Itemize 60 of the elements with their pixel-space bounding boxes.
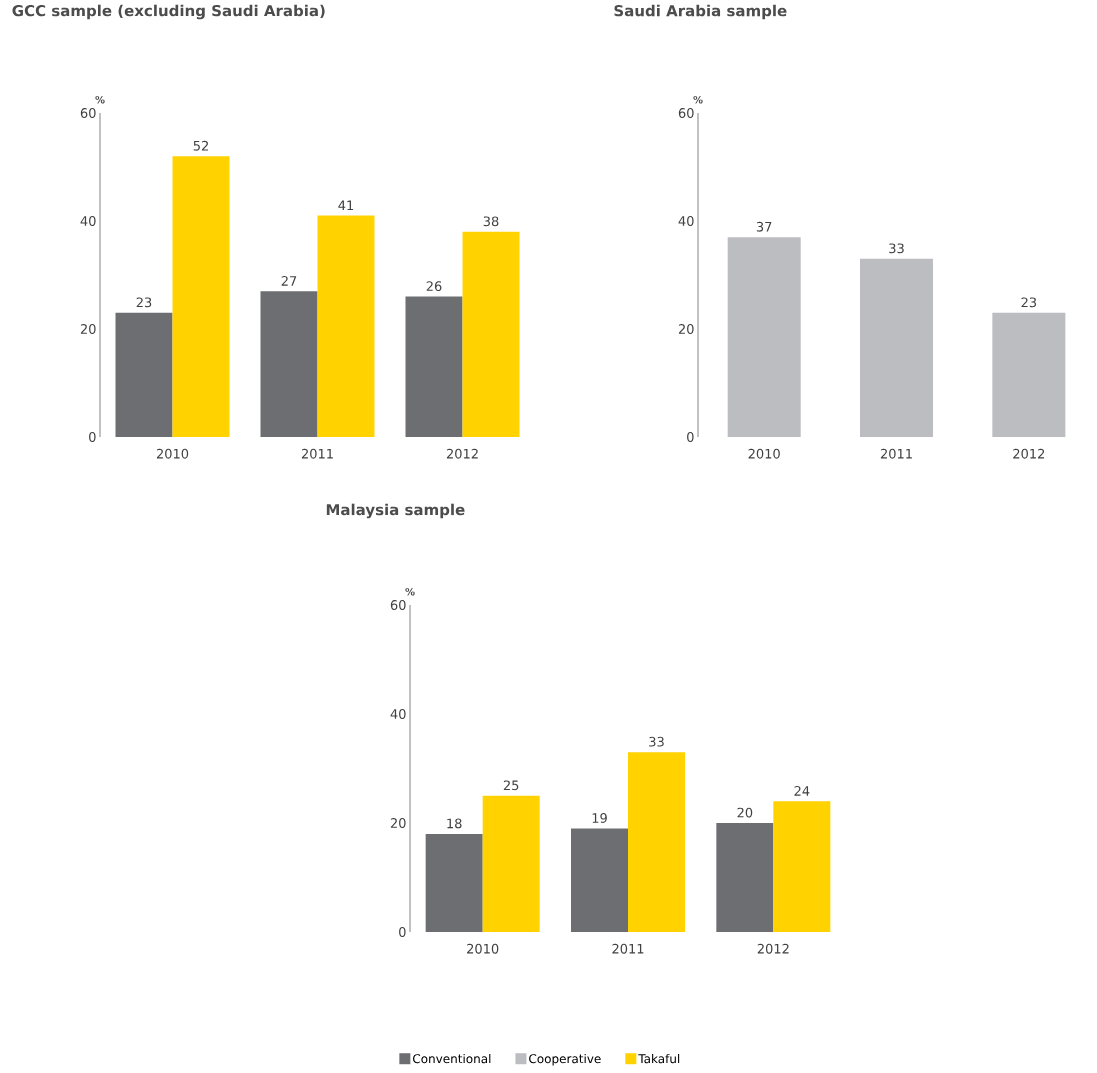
data-label: 23 bbox=[1021, 297, 1037, 308]
bar bbox=[628, 752, 686, 932]
y-tick-label: 20 bbox=[390, 818, 406, 828]
x-tick-label: 2011 bbox=[612, 943, 644, 954]
y-tick-label: 60 bbox=[678, 108, 694, 118]
bar bbox=[727, 237, 801, 437]
bar bbox=[260, 291, 318, 437]
x-tick-label: 2011 bbox=[880, 448, 912, 459]
chart-title: Saudi Arabia sample bbox=[614, 4, 787, 20]
y-tick-label: 40 bbox=[678, 216, 694, 226]
bar bbox=[317, 215, 375, 437]
y-tick-label: 0 bbox=[89, 432, 96, 442]
data-label: 18 bbox=[447, 818, 462, 829]
bar bbox=[992, 312, 1066, 437]
y-axis-title: % bbox=[693, 95, 703, 104]
x-tick-label: 2010 bbox=[467, 943, 499, 954]
chart-title: Malaysia sample bbox=[326, 503, 465, 519]
y-tick-label: 20 bbox=[80, 324, 96, 334]
bar bbox=[405, 296, 463, 437]
data-label: 27 bbox=[281, 276, 297, 286]
bar bbox=[571, 828, 629, 932]
data-label: 23 bbox=[136, 297, 152, 308]
bar bbox=[115, 312, 173, 437]
data-label: 25 bbox=[503, 780, 519, 791]
bar bbox=[425, 833, 483, 932]
x-tick-label: 2010 bbox=[156, 448, 189, 459]
y-tick-label: 20 bbox=[678, 324, 694, 334]
bar bbox=[172, 156, 230, 437]
data-label: 41 bbox=[338, 200, 354, 211]
x-tick-label: 2011 bbox=[301, 448, 333, 459]
data-label: 38 bbox=[483, 216, 499, 227]
bar bbox=[860, 258, 934, 437]
bar bbox=[716, 823, 774, 932]
data-label: 26 bbox=[426, 281, 442, 292]
data-label: 19 bbox=[592, 813, 607, 823]
data-label: 24 bbox=[794, 786, 810, 796]
legend-label: Takaful bbox=[638, 1053, 680, 1064]
bar bbox=[482, 795, 540, 932]
y-tick-label: 60 bbox=[80, 108, 96, 118]
y-tick-label: 40 bbox=[80, 216, 96, 226]
bar bbox=[773, 801, 831, 932]
x-tick-label: 2010 bbox=[748, 448, 780, 459]
x-tick-label: 2012 bbox=[757, 943, 789, 954]
legend-label: Conventional bbox=[413, 1053, 491, 1064]
legend-label: Cooperative bbox=[529, 1053, 601, 1066]
y-tick-label: 0 bbox=[687, 432, 694, 442]
y-tick-label: 60 bbox=[390, 600, 406, 610]
data-label: 20 bbox=[737, 807, 753, 818]
data-label: 37 bbox=[756, 221, 772, 232]
y-axis-title: % bbox=[405, 587, 415, 596]
y-tick-label: 40 bbox=[390, 709, 406, 719]
data-label: 33 bbox=[889, 243, 904, 254]
y-axis-title: % bbox=[95, 95, 105, 104]
bar bbox=[462, 231, 520, 437]
chart-title: GCC sample (excluding Saudi Arabia) bbox=[12, 4, 325, 20]
x-tick-label: 2012 bbox=[446, 448, 478, 459]
data-label: 33 bbox=[649, 736, 664, 747]
x-tick-label: 2012 bbox=[1013, 448, 1045, 459]
y-tick-label: 0 bbox=[399, 927, 406, 937]
data-label: 52 bbox=[193, 140, 208, 151]
